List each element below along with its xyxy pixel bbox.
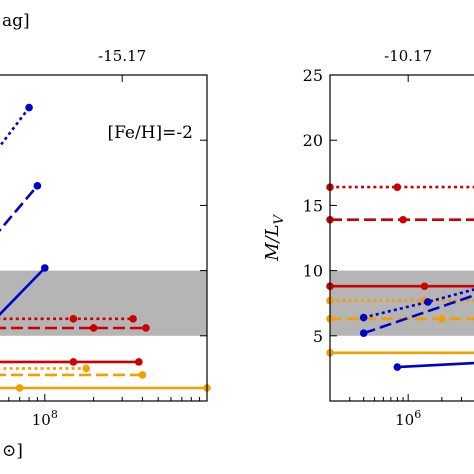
right-panel: 5 10 15 20 25 106 -10.17 M/LV: [262, 47, 474, 429]
y-axis-label: M/LV: [262, 213, 287, 261]
y-tick-label: 15: [303, 196, 323, 215]
data-point: [142, 324, 150, 332]
data-point: [15, 384, 24, 392]
top-tick-label: -10.17: [384, 47, 432, 65]
data-point: [138, 371, 147, 379]
series-line: [363, 294, 474, 335]
x-tick-label: 108: [32, 408, 58, 429]
data-point: [69, 315, 78, 323]
data-point: [424, 298, 432, 306]
axes-frame: [0, 74, 208, 402]
data-point: [129, 315, 137, 323]
data-point: [82, 364, 91, 373]
data-point: [69, 358, 78, 366]
data-point: [399, 215, 407, 224]
x-tick-label: 106: [395, 408, 421, 429]
data-point: [25, 103, 33, 112]
top-tick-label: -15.17: [98, 47, 146, 65]
series-line: [0, 184, 39, 232]
y-tick-label: 10: [303, 262, 323, 281]
bottom-axis-label: ⊙]: [2, 441, 23, 461]
y-tick-label: 20: [303, 131, 323, 150]
data-point: [33, 182, 42, 190]
top-axis-label: ag]: [2, 11, 30, 31]
series-line: [397, 361, 474, 369]
data-point: [438, 315, 446, 323]
y-tick-label: 5: [313, 327, 323, 346]
series-line: [0, 106, 31, 149]
shaded-band: [0, 270, 207, 336]
data-point: [393, 363, 402, 371]
data-point: [420, 282, 429, 291]
data-point: [359, 329, 368, 337]
axes-frame: [329, 74, 474, 402]
series-line: [0, 267, 46, 317]
metallicity-annotation: [Fe/H]=-2: [107, 123, 193, 143]
y-tick-label: 25: [303, 66, 323, 85]
data-point: [89, 324, 98, 332]
data-point: [359, 313, 368, 322]
data-point: [41, 264, 49, 272]
data-point: [393, 183, 402, 191]
data-point: [135, 358, 143, 366]
